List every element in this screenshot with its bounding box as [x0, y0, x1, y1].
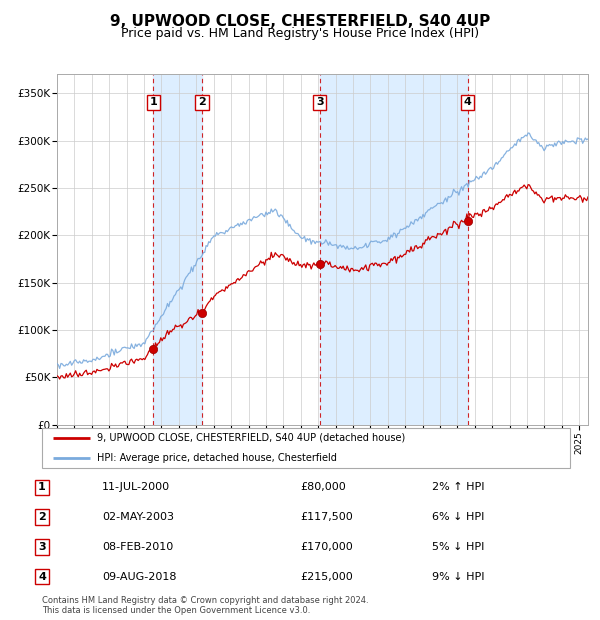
Text: 9, UPWOOD CLOSE, CHESTERFIELD, S40 4UP (detached house): 9, UPWOOD CLOSE, CHESTERFIELD, S40 4UP (…: [97, 433, 406, 443]
Text: 09-AUG-2018: 09-AUG-2018: [102, 572, 176, 582]
Bar: [320, 74, 467, 425]
Text: 1: 1: [149, 97, 157, 107]
Text: 4: 4: [464, 97, 472, 107]
Text: 9, UPWOOD CLOSE, CHESTERFIELD, S40 4UP: 9, UPWOOD CLOSE, CHESTERFIELD, S40 4UP: [110, 14, 490, 29]
Text: Price paid vs. HM Land Registry's House Price Index (HPI): Price paid vs. HM Land Registry's House …: [121, 27, 479, 40]
Text: 6% ↓ HPI: 6% ↓ HPI: [432, 512, 484, 522]
Text: 9% ↓ HPI: 9% ↓ HPI: [432, 572, 485, 582]
Text: £215,000: £215,000: [300, 572, 353, 582]
Text: 02-MAY-2003: 02-MAY-2003: [102, 512, 174, 522]
Text: £117,500: £117,500: [300, 512, 353, 522]
Text: £170,000: £170,000: [300, 542, 353, 552]
Text: 4: 4: [38, 572, 46, 582]
FancyBboxPatch shape: [42, 428, 570, 468]
Text: 2: 2: [198, 97, 206, 107]
Text: 11-JUL-2000: 11-JUL-2000: [102, 482, 170, 492]
Text: 3: 3: [38, 542, 46, 552]
Text: 2: 2: [38, 512, 46, 522]
Text: £80,000: £80,000: [300, 482, 346, 492]
Text: HPI: Average price, detached house, Chesterfield: HPI: Average price, detached house, Ches…: [97, 453, 337, 463]
Text: 08-FEB-2010: 08-FEB-2010: [102, 542, 173, 552]
Bar: [153, 74, 202, 425]
Text: 5% ↓ HPI: 5% ↓ HPI: [432, 542, 484, 552]
Text: 3: 3: [316, 97, 324, 107]
Text: 1: 1: [38, 482, 46, 492]
Text: 2% ↑ HPI: 2% ↑ HPI: [432, 482, 485, 492]
Text: Contains HM Land Registry data © Crown copyright and database right 2024.
This d: Contains HM Land Registry data © Crown c…: [42, 596, 368, 615]
